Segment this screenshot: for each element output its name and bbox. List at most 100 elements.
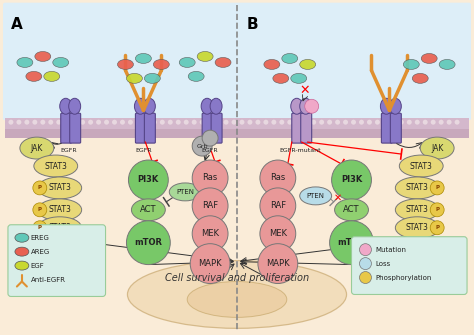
Ellipse shape xyxy=(300,98,312,114)
Ellipse shape xyxy=(282,54,298,63)
FancyBboxPatch shape xyxy=(202,113,213,143)
Text: EGFR: EGFR xyxy=(202,148,219,153)
Text: Mutation: Mutation xyxy=(375,247,406,253)
Ellipse shape xyxy=(389,98,401,114)
FancyBboxPatch shape xyxy=(391,113,401,143)
Circle shape xyxy=(88,120,93,125)
Circle shape xyxy=(208,120,213,125)
Text: EGFR-mutant: EGFR-mutant xyxy=(279,148,320,153)
Bar xyxy=(5,129,469,138)
Circle shape xyxy=(56,120,61,125)
Circle shape xyxy=(191,120,197,125)
Text: EGF: EGF xyxy=(31,263,45,269)
Circle shape xyxy=(359,272,372,283)
Ellipse shape xyxy=(335,199,368,221)
Circle shape xyxy=(447,120,452,125)
Circle shape xyxy=(255,120,260,125)
Circle shape xyxy=(383,120,388,125)
FancyBboxPatch shape xyxy=(3,136,471,332)
Circle shape xyxy=(72,120,77,125)
Circle shape xyxy=(271,120,276,125)
Circle shape xyxy=(260,160,296,196)
Circle shape xyxy=(202,130,218,146)
Ellipse shape xyxy=(381,98,392,114)
Circle shape xyxy=(48,120,53,125)
Circle shape xyxy=(264,120,268,125)
Text: P: P xyxy=(38,185,42,190)
Ellipse shape xyxy=(412,73,428,83)
Ellipse shape xyxy=(53,58,69,67)
Circle shape xyxy=(319,120,324,125)
Ellipse shape xyxy=(399,155,443,177)
Circle shape xyxy=(438,120,444,125)
Circle shape xyxy=(184,120,189,125)
Circle shape xyxy=(192,216,228,252)
Text: mTOR: mTOR xyxy=(337,238,365,247)
Circle shape xyxy=(430,221,444,235)
FancyBboxPatch shape xyxy=(382,113,392,143)
Ellipse shape xyxy=(118,59,134,69)
Text: Cell survival and proliferation: Cell survival and proliferation xyxy=(165,273,309,282)
Circle shape xyxy=(305,99,319,113)
Circle shape xyxy=(359,258,372,270)
Circle shape xyxy=(455,120,460,125)
Circle shape xyxy=(224,120,228,125)
Circle shape xyxy=(375,120,380,125)
Circle shape xyxy=(359,244,372,256)
Circle shape xyxy=(136,120,141,125)
Circle shape xyxy=(335,120,340,125)
Text: mTOR: mTOR xyxy=(134,238,163,247)
Ellipse shape xyxy=(136,54,151,63)
Circle shape xyxy=(423,120,428,125)
Text: STAT3: STAT3 xyxy=(48,184,71,192)
Circle shape xyxy=(279,120,284,125)
Text: RAF: RAF xyxy=(270,201,286,210)
Text: MAPK: MAPK xyxy=(198,259,222,268)
Ellipse shape xyxy=(20,137,54,159)
Circle shape xyxy=(64,120,69,125)
Text: RAF: RAF xyxy=(202,201,218,210)
Circle shape xyxy=(144,120,149,125)
Ellipse shape xyxy=(395,199,439,221)
Ellipse shape xyxy=(127,73,142,83)
Text: ✕: ✕ xyxy=(300,84,310,97)
FancyBboxPatch shape xyxy=(292,113,303,143)
Text: JAK: JAK xyxy=(31,144,43,152)
Ellipse shape xyxy=(15,233,29,242)
Circle shape xyxy=(327,120,332,125)
Text: PI3K: PI3K xyxy=(138,176,159,185)
Text: EGFR: EGFR xyxy=(135,148,152,153)
Circle shape xyxy=(311,120,316,125)
Circle shape xyxy=(359,120,364,125)
Text: STAT3: STAT3 xyxy=(410,161,433,171)
Circle shape xyxy=(33,181,47,195)
Circle shape xyxy=(33,203,47,217)
Circle shape xyxy=(190,244,230,283)
Ellipse shape xyxy=(264,59,280,69)
Circle shape xyxy=(351,120,356,125)
Text: ACT: ACT xyxy=(343,205,360,214)
Circle shape xyxy=(247,120,253,125)
Ellipse shape xyxy=(69,98,81,114)
Circle shape xyxy=(332,160,372,200)
Ellipse shape xyxy=(44,71,60,81)
Circle shape xyxy=(33,221,47,235)
Text: STAT3: STAT3 xyxy=(406,223,428,232)
FancyBboxPatch shape xyxy=(8,225,106,296)
Ellipse shape xyxy=(215,58,231,67)
Ellipse shape xyxy=(403,59,419,69)
FancyBboxPatch shape xyxy=(211,113,222,143)
Ellipse shape xyxy=(197,52,213,61)
Circle shape xyxy=(231,120,237,125)
Circle shape xyxy=(128,160,168,200)
Circle shape xyxy=(192,160,228,196)
Ellipse shape xyxy=(291,98,303,114)
FancyBboxPatch shape xyxy=(301,113,312,143)
Circle shape xyxy=(96,120,101,125)
Text: ✕: ✕ xyxy=(334,193,342,203)
FancyBboxPatch shape xyxy=(145,113,155,143)
Text: Loss: Loss xyxy=(375,261,391,267)
FancyBboxPatch shape xyxy=(136,113,146,143)
Circle shape xyxy=(104,120,109,125)
Ellipse shape xyxy=(291,73,307,83)
